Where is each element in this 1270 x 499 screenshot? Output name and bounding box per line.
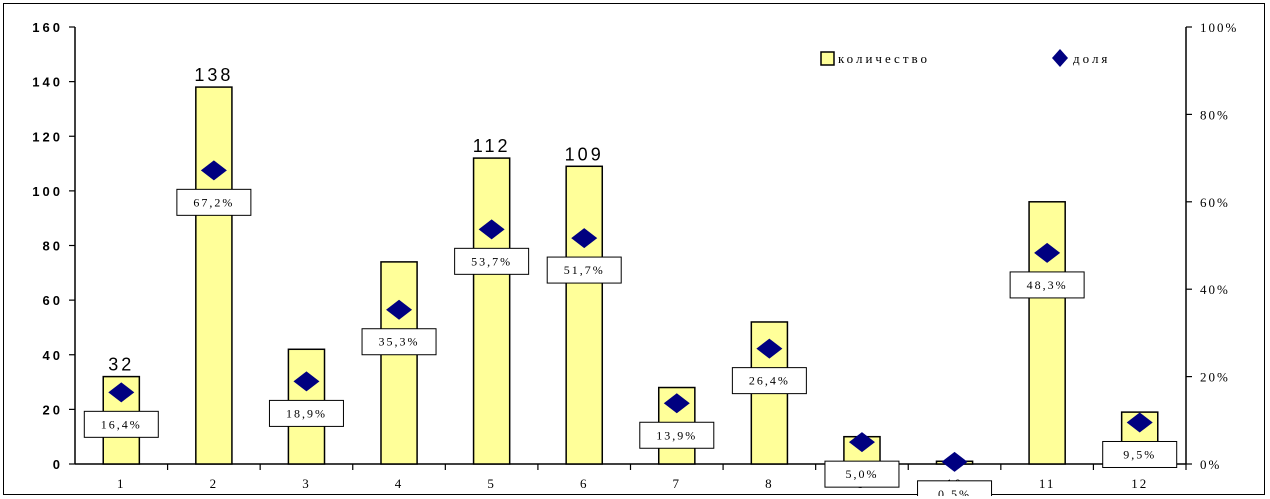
bar (380, 261, 418, 465)
share-marker (478, 219, 505, 240)
share-label-box (917, 480, 993, 496)
share-label: 18,9% (286, 406, 327, 420)
legend-label-quantity: количество (838, 51, 930, 66)
axes: 0 20 40 60 80 100 120 140 160 0% 20% 40% 60% 80% 100% 1… (32, 20, 1238, 491)
share-label: 5,0% (845, 467, 878, 481)
share-label: 13,9% (656, 428, 697, 442)
x-tick-label: 7 (673, 476, 682, 491)
share-label: 67,2% (193, 195, 234, 209)
share-marker (941, 451, 968, 472)
y-right-tick-label: 80% (1200, 107, 1230, 122)
x-tick-label: 3 (302, 476, 311, 491)
share-marker (848, 432, 875, 453)
y-right-tick-label: 0% (1200, 457, 1221, 472)
bars (102, 86, 1159, 465)
share-label-box (1102, 440, 1178, 468)
share-label: 53,7% (471, 254, 512, 268)
y-left-tick-label: 100 (32, 184, 63, 199)
share-label-box (546, 256, 622, 284)
x-tick-label: 4 (395, 476, 404, 491)
y-left-tick-label: 80 (43, 239, 63, 254)
y-left-tick-label: 160 (32, 20, 63, 35)
y-left-tick-label: 60 (43, 293, 63, 308)
y-right-tick-label: 20% (1200, 370, 1230, 385)
share-label-box (824, 460, 900, 488)
share-label: 51,7% (564, 263, 605, 277)
share-label: 35,3% (379, 335, 420, 349)
legend-label-share: доля (1073, 51, 1110, 66)
y-right-tick-label: 40% (1200, 282, 1230, 297)
share-marker (1126, 412, 1153, 433)
bar-value-label: 138 (194, 65, 233, 85)
legend-swatch-quantity (820, 51, 835, 66)
x-tick-label: 6 (580, 476, 589, 491)
share-label: 48,3% (1027, 278, 1068, 292)
x-tick-label: 12 (1131, 476, 1148, 491)
share-label-box (268, 399, 344, 427)
y-left-tick-label: 140 (32, 75, 63, 90)
legend-marker-share (1052, 49, 1068, 67)
share-label-box (454, 247, 530, 275)
share-marker (200, 160, 227, 181)
share-label: 9,5% (1123, 447, 1156, 461)
y-right-tick-label: 60% (1200, 195, 1230, 210)
bar-value-label: 32 (108, 355, 134, 375)
y-left-tick-label: 120 (32, 129, 63, 144)
share-label-box (83, 410, 159, 438)
share-marker (571, 228, 598, 249)
data-labels: 3216,4%13867,2%18,9%35,3%11253,7%10951,7… (83, 65, 1178, 496)
share-label-box (1009, 271, 1085, 299)
y-right-tick-label: 100% (1200, 20, 1238, 35)
y-left-tick-label: 20 (43, 402, 63, 417)
bar-value-label: 109 (565, 144, 604, 164)
chart-frame: 0 20 40 60 80 100 120 140 160 0% 20% 40% 60% 80% 100% 1… (3, 3, 1265, 496)
share-label-box (361, 328, 437, 356)
combo-chart: 0 20 40 60 80 100 120 140 160 0% 20% 40% 60% 80% 100% 1… (32, 20, 1238, 496)
share-marker (386, 299, 413, 320)
share-label: 16,4% (101, 417, 142, 431)
bar (472, 157, 511, 465)
y-left-tick-label: 0 (53, 457, 63, 472)
bar (195, 86, 233, 465)
bar (1028, 201, 1066, 465)
share-label: 0,5% (938, 487, 971, 496)
x-tick-label: 8 (765, 476, 774, 491)
x-tick-label: 1 (117, 476, 126, 491)
share-label-box (639, 421, 715, 449)
x-tick-label: 11 (1039, 476, 1056, 491)
share-marker (663, 393, 690, 414)
x-tick-label: 5 (487, 476, 496, 491)
x-tick-label: 2 (210, 476, 219, 491)
share-markers (108, 160, 1153, 472)
y-left-tick-label: 40 (43, 348, 63, 363)
share-marker (293, 371, 320, 392)
share-label-box (176, 188, 252, 216)
legend: количество доля (820, 49, 1110, 67)
share-label: 26,4% (749, 374, 790, 388)
share-marker (108, 382, 135, 403)
share-marker (1034, 242, 1061, 263)
share-marker (756, 338, 783, 359)
bar-value-label: 112 (473, 136, 511, 156)
bar (565, 165, 604, 465)
share-label-box (731, 367, 807, 395)
